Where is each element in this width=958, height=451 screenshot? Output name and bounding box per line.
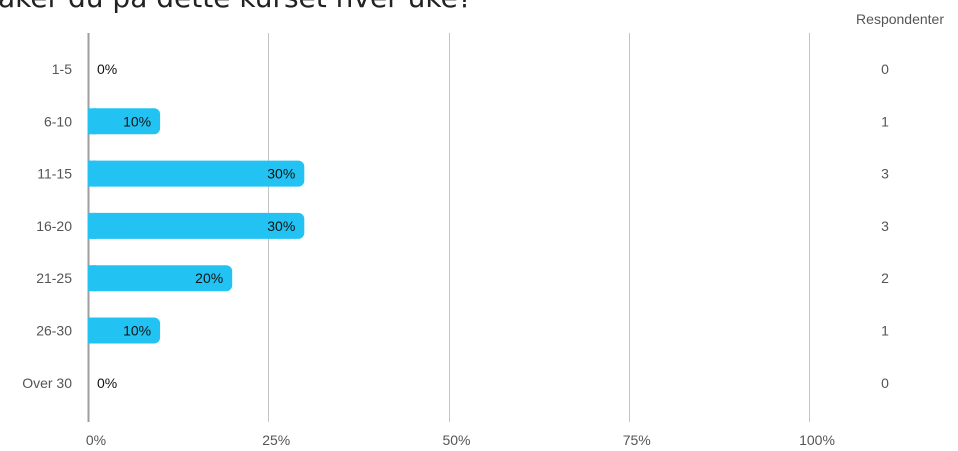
bar (88, 160, 305, 187)
category-label: 1-5 (52, 61, 72, 77)
respondent-count: 1 (881, 113, 889, 129)
bar-left-edge (88, 108, 96, 135)
bar-left-edge (88, 160, 96, 187)
respondents-header: Respondenter (856, 11, 944, 27)
bar-value-label: 10% (123, 113, 151, 129)
respondent-count: 2 (881, 270, 889, 286)
bar-value-label: 30% (267, 166, 295, 182)
bar (88, 108, 161, 135)
bar-value-label: 0% (97, 375, 117, 391)
bar-left-edge (88, 317, 96, 344)
bars (88, 108, 305, 344)
category-label: 6-10 (44, 113, 72, 129)
category-label: 16-20 (36, 218, 72, 234)
bar-value-label: 30% (267, 218, 295, 234)
x-tick-label: 25% (262, 432, 290, 448)
bar (88, 317, 161, 344)
bar-left-edge (88, 265, 96, 292)
x-tick-label: 0% (86, 432, 106, 448)
respondent-count: 0 (881, 61, 889, 77)
x-tick-label: 100% (799, 432, 835, 448)
chart-title: aker du på dette kurset hver uke? (0, 0, 473, 12)
x-tick-label: 75% (623, 432, 651, 448)
bar (88, 265, 233, 292)
respondent-count: 3 (881, 166, 889, 182)
category-label: 21-25 (36, 270, 72, 286)
respondent-count: 1 (881, 323, 889, 339)
respondent-count: 0 (881, 375, 889, 391)
bar-value-label: 20% (195, 270, 223, 286)
category-label: 26-30 (36, 323, 72, 339)
category-label: 11-15 (37, 166, 72, 182)
bar-left-edge (88, 212, 96, 239)
category-label: Over 30 (22, 375, 72, 391)
bar-value-label: 10% (123, 323, 151, 339)
respondent-count: 3 (881, 218, 889, 234)
bar (88, 212, 305, 239)
x-tick-label: 50% (442, 432, 470, 448)
bar-value-label: 0% (97, 61, 117, 77)
